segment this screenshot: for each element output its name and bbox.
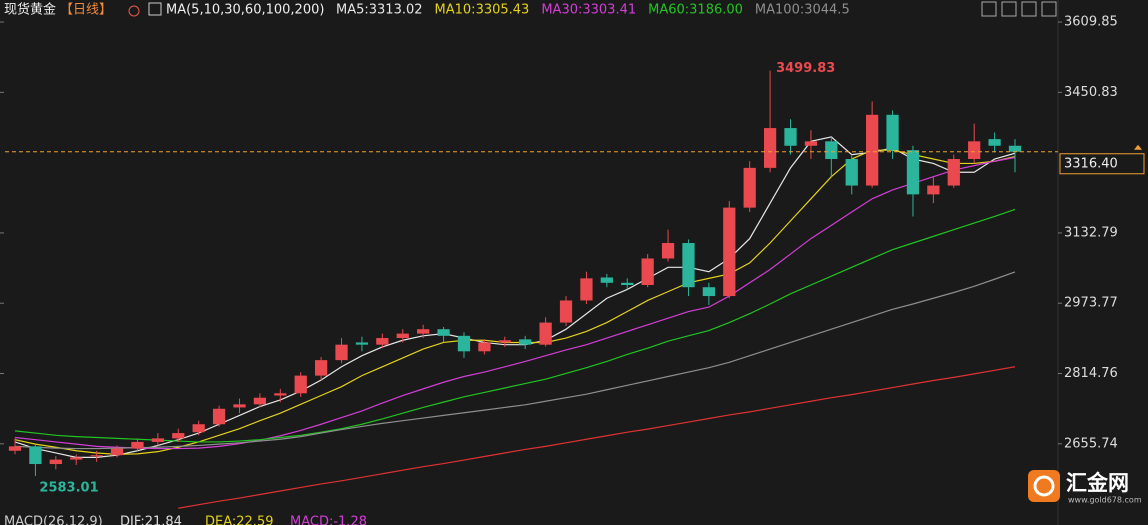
candle-body xyxy=(376,338,389,345)
candle-body xyxy=(457,335,471,352)
candle-body xyxy=(866,114,879,186)
candle-body xyxy=(110,448,124,456)
candle-body xyxy=(968,141,981,160)
candle-body xyxy=(49,459,62,465)
toolbar xyxy=(981,1,1057,17)
candle-body xyxy=(580,278,593,301)
candle-body xyxy=(682,243,695,288)
candle-body xyxy=(825,141,838,160)
candle-body xyxy=(253,397,267,405)
candle-body xyxy=(763,128,777,168)
last-price-label: 3316.40 xyxy=(1064,156,1118,171)
legend-entry: MA60:3186.00 xyxy=(648,3,743,18)
low-annotation: 2583.01 xyxy=(39,480,98,495)
ma-line xyxy=(14,156,1016,450)
legend-entry: MA30:3303.41 xyxy=(541,3,636,18)
logo-mark xyxy=(1033,475,1055,497)
macd-title: MACD(26,12,9) xyxy=(4,515,103,525)
logo: 汇金网 www.gold678.com xyxy=(1028,470,1142,505)
y-tick-label: 2973.77 xyxy=(1064,296,1118,311)
candle-body xyxy=(845,159,858,186)
candle-body xyxy=(927,185,940,195)
indicator-icon[interactable] xyxy=(148,2,162,16)
logo-icon xyxy=(1028,470,1060,502)
logo-url: www.gold678.com xyxy=(1068,496,1142,505)
y-tick-label: 3132.79 xyxy=(1064,225,1118,240)
candle-body xyxy=(988,139,1001,146)
candle-body xyxy=(335,344,348,361)
candle-body xyxy=(212,408,226,425)
y-tick-label: 3609.85 xyxy=(1064,15,1118,30)
candle-body xyxy=(641,258,654,285)
icon[interactable] xyxy=(128,5,140,17)
candle-body xyxy=(172,433,185,439)
legend-entry: MA100:3044.5 xyxy=(755,3,850,18)
candle-body xyxy=(315,360,328,376)
high-annotation: 3499.83 xyxy=(776,61,835,76)
candle-body xyxy=(151,438,164,442)
candle-body xyxy=(886,114,899,151)
candle-body xyxy=(355,342,369,345)
candle-body xyxy=(906,150,920,195)
candle-body xyxy=(131,441,144,449)
candle-body xyxy=(743,167,756,208)
candle-body xyxy=(192,424,205,433)
tool-button[interactable] xyxy=(1021,1,1037,17)
candle-body xyxy=(1008,145,1022,152)
candle-body xyxy=(804,141,818,146)
candle-body xyxy=(70,457,83,460)
candle-body xyxy=(661,243,675,259)
candle-body xyxy=(478,342,491,352)
candle-body xyxy=(702,287,715,297)
ma-line xyxy=(14,208,1016,443)
candle-body xyxy=(723,207,736,297)
candle-body xyxy=(274,393,287,396)
candle-body xyxy=(498,340,511,343)
tool-button[interactable] xyxy=(1041,1,1057,17)
candle-body xyxy=(784,128,797,146)
macd-item: DEA:22.59 xyxy=(205,515,274,525)
macd-item: MACD:-1.28 xyxy=(290,515,367,525)
candle-body xyxy=(396,333,409,339)
candle-body xyxy=(8,446,22,451)
y-tick-label: 2655.74 xyxy=(1064,436,1118,451)
candle-body xyxy=(519,339,532,345)
tool-button[interactable] xyxy=(981,1,997,17)
candle-body xyxy=(417,329,430,334)
indicator: MA(5,10,30,60,100,200) xyxy=(166,3,324,18)
candle-body xyxy=(437,329,450,336)
candle-body xyxy=(621,282,634,285)
macd-item: DIF:21.84 xyxy=(120,515,182,525)
candle-body xyxy=(90,455,103,457)
candle-body xyxy=(559,300,573,323)
candle-body xyxy=(600,277,613,283)
candle-body xyxy=(294,375,307,394)
last-price-box xyxy=(1059,153,1145,175)
logo-name: 汇金网 xyxy=(1066,471,1129,495)
y-tick-label: 3450.83 xyxy=(1064,85,1118,100)
candle-body xyxy=(539,322,552,345)
ma-line xyxy=(14,271,1016,450)
chart-title: 现货黄金 xyxy=(4,2,56,18)
legend-entry: MA10:3305.43 xyxy=(435,3,530,18)
tool-button[interactable] xyxy=(1001,1,1017,17)
candle-body xyxy=(233,404,246,408)
period: 【日线】 xyxy=(60,3,112,18)
ma-line xyxy=(178,366,1016,509)
legend-entry: MA5:3313.02 xyxy=(336,3,423,18)
candle-body xyxy=(947,159,960,186)
y-tick-label: 2814.76 xyxy=(1064,366,1118,381)
candle-body xyxy=(29,446,42,465)
last-price-arrow xyxy=(1134,144,1142,150)
